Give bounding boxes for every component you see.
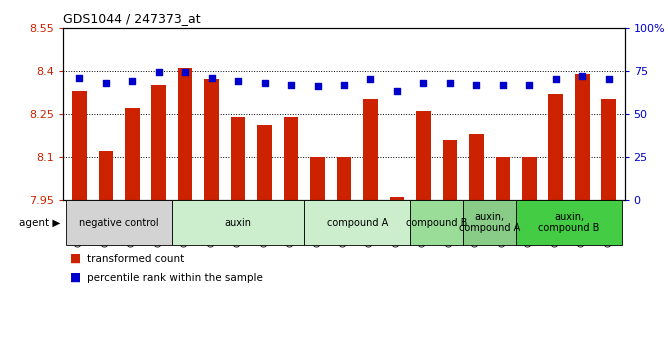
Bar [469,134,484,200]
Bar [496,157,510,200]
Bar [443,140,457,200]
Text: auxin,
compound A: auxin, compound A [459,212,520,233]
Text: compound B: compound B [406,218,468,227]
Point [471,82,482,87]
Bar [72,91,87,200]
Point [312,83,323,89]
Point [206,75,217,80]
Bar [522,157,536,200]
Bar [178,68,192,200]
Bar [125,108,140,200]
Bar [257,125,272,200]
Point [259,80,270,86]
Text: ■: ■ [70,252,81,265]
Point [286,82,297,87]
Text: transformed count: transformed count [87,254,184,264]
Bar [363,99,378,200]
Point [339,82,349,87]
Text: agent ▶: agent ▶ [19,218,60,227]
Point [603,77,614,82]
Text: auxin: auxin [224,218,252,227]
Bar [601,99,616,200]
Bar [204,79,219,200]
Point [418,80,429,86]
Bar [284,117,299,200]
Point [100,80,111,86]
Point [180,70,190,75]
Point [365,77,376,82]
Text: percentile rank within the sample: percentile rank within the sample [87,273,263,283]
Point [498,82,508,87]
Bar [575,73,589,200]
Point [444,80,455,86]
Text: compound A: compound A [327,218,388,227]
Text: auxin,
compound B: auxin, compound B [538,212,600,233]
Point [233,78,244,84]
Point [127,78,138,84]
Bar [231,117,245,200]
Bar [310,157,325,200]
Point [391,89,402,94]
Bar [337,157,351,200]
Text: GDS1044 / 247373_at: GDS1044 / 247373_at [63,12,201,25]
Bar [389,197,404,200]
Point [524,82,534,87]
Bar [152,85,166,200]
Point [154,70,164,75]
Bar [548,94,563,200]
Bar [416,111,431,200]
Text: negative control: negative control [79,218,159,227]
Bar [99,151,113,200]
Text: ■: ■ [70,271,81,284]
Point [74,75,85,80]
Point [550,77,561,82]
Point [577,73,588,79]
